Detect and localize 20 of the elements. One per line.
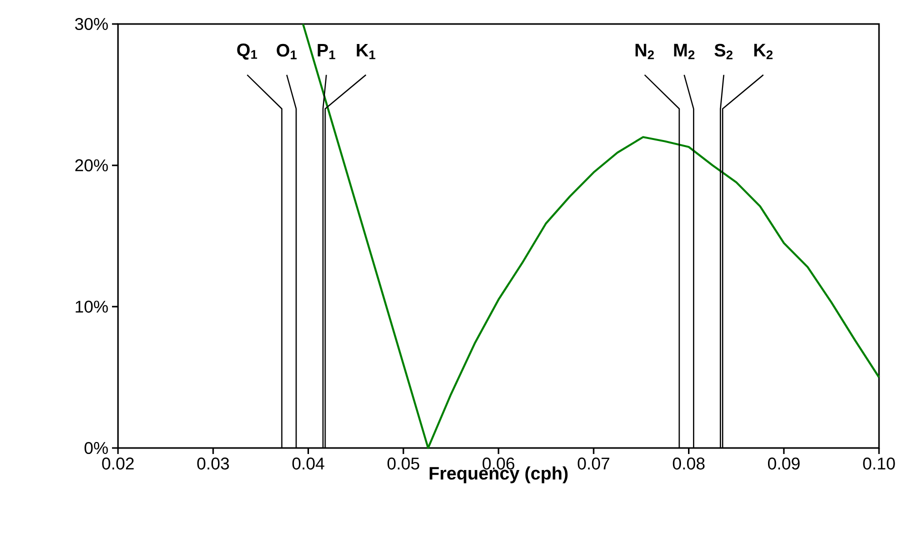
x-tick-label: 0.04 [292,458,324,470]
x-tick-label: 0.02 [102,458,134,470]
x-tick-label: 0.10 [863,458,895,470]
x-tick-label: 0.08 [672,458,705,470]
ref-line-label: S$_{2}$ [714,44,733,60]
x-tick-label: 0.03 [197,458,229,470]
y-tick-label: 20% [75,159,108,172]
ref-line-label: K$_{2}$ [754,44,773,60]
y-tick-label: 30% [75,18,108,30]
ref-line-label: M$_{2}$ [674,44,694,60]
ref-line-label: P$_{1}$ [318,44,336,60]
ref-line-label: Q$_{1}$ [237,43,258,60]
x-tick-label: 0.09 [768,458,800,470]
x-tick-label: 0.07 [578,458,610,470]
ref-line-label: N$_{2}$ [636,44,654,60]
ref-line-label: O$_{1}$ [276,44,297,60]
ref-line-label: K$_{1}$ [356,44,376,60]
y-tick-label: 0% [84,442,108,454]
x-tick-label: 0.05 [387,458,420,470]
y-tick-label: 10% [76,300,108,313]
